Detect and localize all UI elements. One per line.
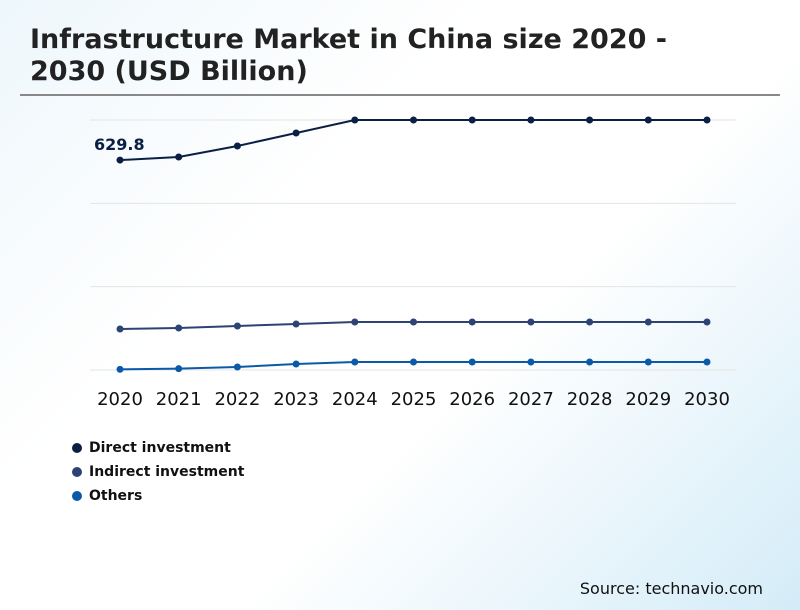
data-point xyxy=(468,358,476,366)
data-point xyxy=(175,324,183,332)
data-point xyxy=(292,320,300,328)
data-point xyxy=(586,318,594,326)
data-point xyxy=(527,116,535,124)
data-point xyxy=(527,358,535,366)
legend-label: Direct investment xyxy=(89,440,231,456)
legend-item: Others xyxy=(72,484,244,508)
x-tick-label: 2020 xyxy=(97,389,143,410)
data-point xyxy=(527,318,535,326)
data-point xyxy=(644,116,652,124)
x-tick-label: 2021 xyxy=(156,389,202,410)
data-point xyxy=(644,318,652,326)
legend-dot-icon xyxy=(72,467,82,477)
data-point xyxy=(410,318,417,326)
data-label: 629.8 xyxy=(94,135,145,154)
source-note: Source: technavio.com xyxy=(579,579,763,598)
data-point xyxy=(644,358,652,366)
data-point xyxy=(703,318,711,326)
x-tick-label: 2022 xyxy=(214,389,260,410)
data-point xyxy=(233,363,241,371)
title-divider xyxy=(20,94,780,96)
data-point xyxy=(116,365,124,373)
data-point xyxy=(703,116,711,124)
data-point xyxy=(116,156,124,164)
legend: Direct investment Indirect investment Othe… xyxy=(72,436,244,508)
x-tick-label: 2026 xyxy=(449,389,495,410)
x-tick-label: 2023 xyxy=(273,389,319,410)
line-chart: 2020 2021 2022 2023 2024 2025 2026 2027 2028 2029… xyxy=(90,116,736,410)
data-point xyxy=(233,322,241,330)
legend-dot-icon xyxy=(72,443,82,453)
data-point xyxy=(586,358,594,366)
data-point xyxy=(410,358,417,366)
data-point xyxy=(410,116,417,124)
x-tick-label: 2024 xyxy=(332,389,378,410)
x-tick-label: 2030 xyxy=(684,389,730,410)
data-point xyxy=(351,116,359,124)
data-point xyxy=(175,153,183,161)
data-point xyxy=(175,365,183,373)
x-tick-label: 2025 xyxy=(391,389,437,410)
data-point xyxy=(292,129,300,137)
x-tick-label: 2028 xyxy=(567,389,613,410)
data-point xyxy=(292,360,300,368)
data-point xyxy=(233,142,241,150)
data-point xyxy=(468,318,476,326)
x-tick-label: 2029 xyxy=(625,389,671,410)
data-point xyxy=(351,358,359,366)
series-line xyxy=(119,119,707,162)
legend-item: Direct investment xyxy=(72,436,244,460)
legend-label: Indirect investment xyxy=(89,464,245,480)
data-point xyxy=(116,325,124,333)
data-point xyxy=(586,116,594,124)
chart-title: Infrastructure Market in China size 2020… xyxy=(30,24,667,87)
x-tick-label: 2027 xyxy=(508,389,554,410)
data-point xyxy=(351,318,359,326)
legend-label: Others xyxy=(89,488,143,504)
data-point xyxy=(703,358,711,366)
data-point xyxy=(468,116,476,124)
legend-dot-icon xyxy=(72,491,82,501)
legend-item: Indirect investment xyxy=(72,460,244,484)
